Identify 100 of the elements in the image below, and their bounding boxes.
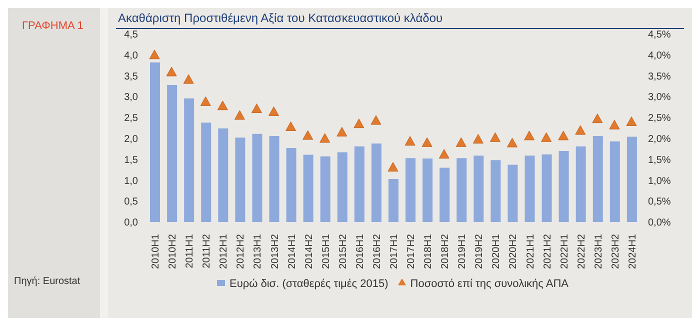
bar bbox=[474, 156, 484, 222]
point bbox=[422, 137, 432, 147]
bar bbox=[508, 164, 518, 222]
bar bbox=[303, 154, 314, 222]
point bbox=[217, 100, 228, 110]
y2-tick-label: 4,5% bbox=[648, 30, 671, 41]
y-tick-label: 4,5 bbox=[124, 30, 138, 41]
point bbox=[456, 137, 466, 147]
y-tick-label: 2,0 bbox=[124, 134, 138, 145]
y2-tick-label: 4,0% bbox=[648, 50, 671, 62]
y-tick-label: 4,0 bbox=[124, 50, 138, 62]
x-tick-label: 2018H1 bbox=[423, 234, 434, 270]
text: Πηγή: Eurostat bbox=[14, 276, 80, 287]
point bbox=[336, 126, 348, 136]
point bbox=[592, 114, 603, 124]
x-tick-label: 2015H2 bbox=[338, 234, 349, 270]
bar bbox=[252, 134, 262, 222]
point bbox=[506, 138, 518, 148]
x-tick-label: 2010H2 bbox=[168, 234, 179, 270]
x-tick-label: 2023H2 bbox=[610, 234, 622, 270]
legend-label: Ποσοστό επί της συνολικής ΑΠΑ bbox=[410, 278, 569, 290]
bar bbox=[286, 148, 296, 222]
point bbox=[183, 74, 194, 84]
x-tick-label: 2023H1 bbox=[593, 234, 604, 270]
point bbox=[388, 162, 398, 172]
x-tick-label: 2017H2 bbox=[406, 234, 418, 270]
x-tick-label: 2010H1 bbox=[150, 234, 162, 270]
x-tick-label: 2014H1 bbox=[286, 234, 298, 270]
legend-label: Ευρώ δισ. (σταθερές τιμές 2015) bbox=[229, 278, 388, 290]
point bbox=[302, 130, 314, 140]
y-tick-label: 0,0 bbox=[124, 218, 138, 229]
bar bbox=[337, 152, 348, 222]
bar bbox=[440, 168, 450, 222]
x-tick-label: 2011H2 bbox=[202, 234, 213, 268]
y-tick-label: 0,5 bbox=[124, 196, 138, 208]
point bbox=[490, 132, 500, 142]
x-tick-label: 2012H2 bbox=[236, 234, 247, 270]
point bbox=[200, 96, 211, 106]
x-tick-label: 2018H2 bbox=[440, 234, 452, 270]
point bbox=[558, 130, 569, 140]
x-tick-label: 2013H2 bbox=[270, 234, 281, 270]
point bbox=[438, 149, 450, 159]
x-tick-label: 2014H2 bbox=[304, 234, 315, 270]
y2-tick-label: 3,0% bbox=[648, 92, 671, 104]
point bbox=[268, 106, 280, 116]
y-tick-label: 2,5 bbox=[124, 113, 138, 124]
x-tick-label: 2013H1 bbox=[252, 234, 264, 270]
y-tick-label: 3,0 bbox=[124, 92, 138, 104]
point bbox=[149, 50, 160, 60]
point bbox=[524, 130, 535, 140]
point bbox=[575, 125, 586, 135]
y2-tick-label: 3,5% bbox=[648, 71, 671, 82]
x-tick-label: 2021H2 bbox=[542, 234, 554, 270]
bar bbox=[576, 146, 586, 222]
bar bbox=[235, 138, 246, 222]
bar bbox=[167, 84, 178, 222]
bar bbox=[269, 136, 280, 222]
x-tick-label: 2016H1 bbox=[354, 234, 366, 270]
y2-tick-label: 0,5% bbox=[648, 196, 671, 208]
bar bbox=[542, 154, 552, 222]
bar bbox=[610, 141, 620, 222]
text: ΓΡΑΦΗΜΑ 1 bbox=[22, 20, 84, 32]
bar bbox=[490, 160, 501, 222]
y2-tick-label: 2,5% bbox=[648, 113, 671, 124]
x-tick-label: 2021H1 bbox=[525, 234, 536, 270]
y2-tick-label: 0,0% bbox=[648, 218, 671, 229]
bar bbox=[558, 150, 569, 222]
bar bbox=[371, 143, 382, 222]
point bbox=[472, 134, 484, 144]
x-tick-label: 2017H1 bbox=[389, 234, 400, 270]
x-tick-label: 2022H2 bbox=[576, 234, 588, 270]
bar bbox=[218, 128, 228, 222]
x-tick-label: 2011H1 bbox=[184, 234, 196, 268]
bar bbox=[524, 156, 535, 222]
point bbox=[626, 116, 637, 126]
x-tick-label: 2022H1 bbox=[559, 234, 570, 270]
bar bbox=[592, 136, 603, 222]
point bbox=[286, 121, 296, 131]
x-tick-label: 2012H1 bbox=[218, 234, 230, 270]
point bbox=[251, 104, 262, 114]
x-tick-label: 2019H1 bbox=[457, 234, 468, 270]
bar bbox=[150, 62, 160, 222]
x-tick-label: 2020H1 bbox=[491, 234, 502, 270]
point bbox=[541, 132, 552, 142]
bar bbox=[626, 136, 637, 222]
chart-title: Ακαθάριστη Προστιθέμενη Αξία του Κατασκευαστικού κλάδου bbox=[118, 11, 443, 25]
bar bbox=[184, 98, 194, 222]
y2-tick-label: 2,0% bbox=[648, 134, 671, 145]
y2-tick-label: 1,0% bbox=[648, 176, 671, 187]
point bbox=[166, 66, 177, 76]
y-tick-label: 1,0 bbox=[124, 176, 138, 187]
point bbox=[609, 120, 620, 130]
bar bbox=[422, 158, 433, 222]
point bbox=[234, 110, 245, 120]
point bbox=[320, 133, 330, 143]
bar bbox=[388, 178, 398, 222]
bar bbox=[456, 158, 467, 222]
bar bbox=[320, 156, 330, 222]
x-tick-label: 2020H2 bbox=[508, 234, 520, 270]
point bbox=[370, 115, 382, 125]
